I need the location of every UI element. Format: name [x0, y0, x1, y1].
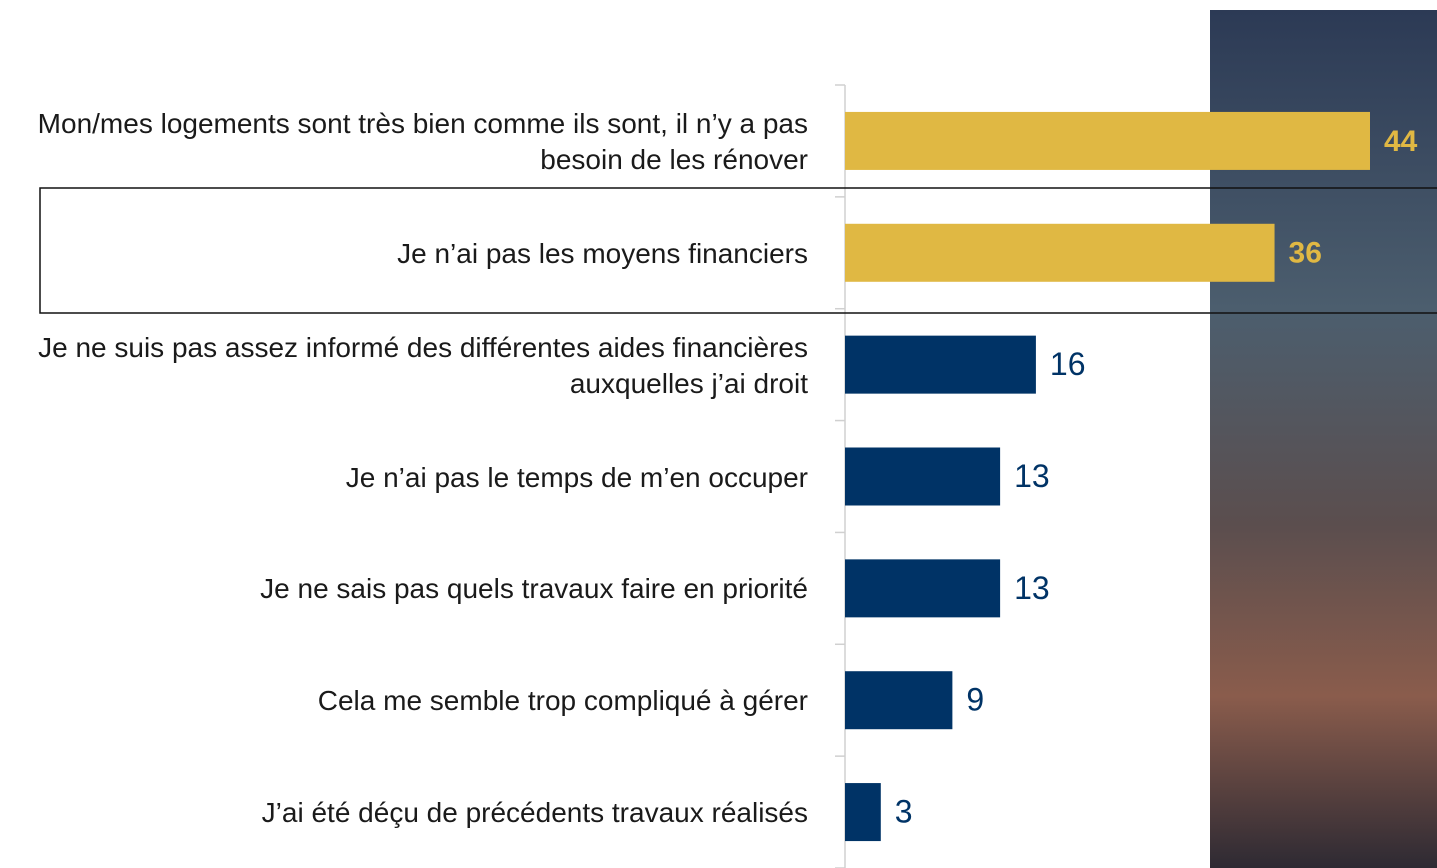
bar — [845, 671, 953, 730]
value-label: 16 — [1050, 346, 1086, 382]
bar — [845, 335, 1036, 394]
value-label: 44 — [1384, 125, 1418, 158]
category-label: J’ai été déçu de précédents travaux réal… — [261, 797, 808, 829]
bar — [845, 223, 1275, 282]
value-label: 3 — [895, 794, 913, 830]
bar — [845, 111, 1370, 170]
category-label: Je n’ai pas le temps de m’en occuper — [345, 461, 808, 493]
value-label: 13 — [1014, 458, 1050, 494]
bar — [845, 783, 881, 842]
value-label: 36 — [1289, 237, 1322, 270]
category-label: Je n’ai pas les moyens financiers — [397, 237, 808, 269]
category-label: Je ne sais pas quels travaux faire en pr… — [260, 573, 808, 605]
value-label: 13 — [1014, 570, 1050, 606]
bar — [845, 447, 1001, 506]
category-label: Mon/mes logements sont très bien comme i… — [37, 107, 808, 175]
value-label: 9 — [966, 682, 984, 718]
bar — [845, 559, 1001, 618]
highlight-box — [39, 187, 1437, 314]
category-label: Cela me semble trop compliqué à gérer — [317, 685, 808, 717]
category-label: Je ne suis pas assez informé des différe… — [38, 331, 808, 399]
